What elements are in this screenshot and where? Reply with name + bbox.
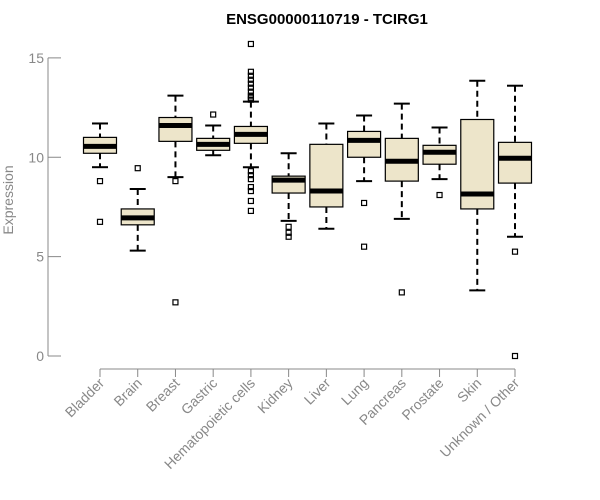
outlier-point xyxy=(247,68,255,75)
box-kidney xyxy=(271,152,306,240)
outlier-point xyxy=(247,207,255,215)
y-tick-label: 15 xyxy=(28,50,44,66)
outlier-point xyxy=(360,199,368,207)
box-iqr xyxy=(497,141,533,184)
box-hematopoietic-cells xyxy=(233,40,269,215)
outlier-point xyxy=(172,178,179,185)
box-lung xyxy=(346,114,382,250)
outlier-point xyxy=(96,178,104,185)
box-skin xyxy=(460,79,495,292)
outlier-point xyxy=(247,72,255,79)
box-unknown-other xyxy=(497,84,533,360)
outlier-point xyxy=(285,233,292,240)
outlier-point xyxy=(247,88,255,95)
outlier-point xyxy=(247,80,255,87)
outlier-point xyxy=(96,218,104,225)
box-prostate xyxy=(422,126,457,199)
outlier-point xyxy=(247,168,255,175)
outlier-point xyxy=(436,191,443,199)
outlier-point xyxy=(247,183,255,191)
box-gastric xyxy=(196,111,231,157)
x-tick-label: Skin xyxy=(454,375,485,406)
outlier-point xyxy=(247,40,255,48)
y-axis: 0 5 10 15 xyxy=(28,50,61,364)
outlier-point xyxy=(285,229,292,236)
outlier-point xyxy=(247,172,255,179)
outlier-point xyxy=(247,187,255,195)
boxes-group xyxy=(82,40,533,360)
box-breast xyxy=(158,94,193,306)
outlier-point xyxy=(247,96,255,103)
outlier-point xyxy=(210,111,217,118)
box-brain xyxy=(120,165,155,252)
outlier-point xyxy=(398,289,405,296)
outlier-point xyxy=(247,176,255,183)
outlier-point xyxy=(360,243,368,250)
x-tick-label: Brain xyxy=(110,375,144,409)
chart-title: ENSG00000110719 - TCIRG1 xyxy=(226,11,428,28)
x-tick-label: Lung xyxy=(338,375,371,408)
y-axis-title: Expression xyxy=(0,165,16,234)
box-iqr xyxy=(158,116,193,142)
box-liver xyxy=(309,122,344,230)
y-tick-label: 0 xyxy=(36,348,44,364)
outlier-point xyxy=(134,165,141,172)
outlier-point xyxy=(511,352,519,360)
x-tick-label: Kidney xyxy=(254,375,296,417)
outlier-point xyxy=(285,223,292,230)
x-tick-label: Bladder xyxy=(62,375,108,421)
outlier-point xyxy=(247,76,255,83)
outlier-point xyxy=(511,248,519,255)
outlier-point xyxy=(172,299,179,306)
y-tick-label: 5 xyxy=(36,249,44,265)
x-tick-label: Prostate xyxy=(398,375,446,423)
outlier-point xyxy=(247,197,255,205)
box-iqr xyxy=(309,143,344,208)
box-pancreas xyxy=(384,102,419,296)
x-tick-label: Liver xyxy=(301,375,334,408)
box-bladder xyxy=(82,122,118,225)
y-tick-label: 10 xyxy=(28,149,44,165)
box-iqr xyxy=(346,130,382,158)
outlier-point xyxy=(247,84,255,91)
x-tick-label: Breast xyxy=(143,375,183,415)
